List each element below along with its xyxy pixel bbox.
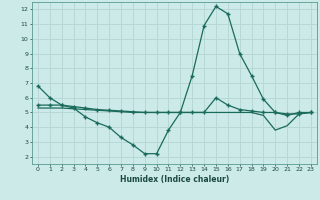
- X-axis label: Humidex (Indice chaleur): Humidex (Indice chaleur): [120, 175, 229, 184]
